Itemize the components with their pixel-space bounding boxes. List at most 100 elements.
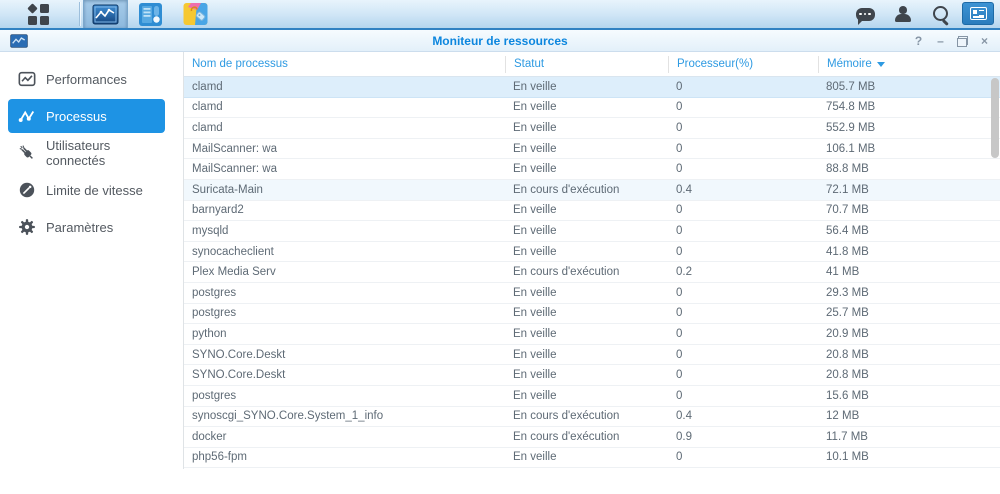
package-center-icon (183, 3, 208, 25)
cell-status: En veille (513, 451, 557, 464)
table-row[interactable]: synoscgi_SYNO.Core.System_1_info En cours… (184, 407, 1000, 428)
search-icon (932, 5, 950, 23)
table-row[interactable]: clamd En veille 0 552.9 MB (184, 118, 1000, 139)
column-header-name[interactable]: Nom de processus (192, 58, 288, 70)
search-button[interactable] (922, 0, 960, 28)
sidebar-item-label: Utilisateurs connectés (46, 138, 111, 168)
taskbar-app-package-center[interactable] (173, 0, 218, 28)
column-header-memory[interactable]: Mémoire (818, 55, 1000, 73)
cell-status: En veille (513, 348, 557, 361)
taskbar-app-control-panel[interactable] (128, 0, 173, 28)
sidebar-item-processus[interactable]: Processus (8, 99, 165, 133)
cell-status: En cours d'exécution (513, 266, 620, 279)
cell-cpu: 0.2 (676, 266, 692, 279)
cell-status: En veille (513, 121, 557, 134)
scrollbar-thumb[interactable] (991, 78, 999, 158)
resource-monitor-icon (92, 4, 119, 24)
sidebar-item-limite-de-vitesse[interactable]: Limite de vitesse (8, 173, 165, 207)
table-row[interactable]: postgres En veille 0 15.6 MB (184, 386, 1000, 407)
table-row[interactable]: docker En cours d'exécution 0.9 11.7 MB (184, 427, 1000, 448)
window-titlebar[interactable]: Moniteur de ressources ? – × (0, 30, 1000, 52)
help-button[interactable]: ? (914, 34, 923, 48)
widgets-icon (969, 7, 987, 20)
table-row[interactable]: postgres En veille 0 25.7 MB (184, 304, 1000, 325)
table-row[interactable]: php56-fpm En veille 0 10.1 MB (184, 448, 1000, 469)
cell-name: clamd (192, 101, 223, 114)
window-icon (10, 34, 28, 48)
cell-name: barnyard2 (192, 204, 244, 217)
cell-memory: 25.7 MB (826, 307, 869, 320)
cell-name: Plex Media Serv (192, 266, 276, 279)
column-header-status[interactable]: Statut (505, 55, 668, 73)
table-row[interactable]: barnyard2 En veille 0 70.7 MB (184, 201, 1000, 222)
taskbar (0, 0, 1000, 30)
table-row[interactable]: mysqld En veille 0 56.4 MB (184, 221, 1000, 242)
cell-status: En veille (513, 369, 557, 382)
main-menu-button[interactable] (0, 0, 76, 28)
cell-cpu: 0 (676, 142, 683, 155)
cell-cpu: 0 (676, 163, 683, 176)
chat-button[interactable] (846, 0, 884, 28)
table-row[interactable]: clamd En veille 0 805.7 MB (184, 77, 1000, 98)
cell-name: Suricata-Main (192, 183, 263, 196)
cell-cpu: 0 (676, 348, 683, 361)
cell-memory: 29.3 MB (826, 286, 869, 299)
table-row[interactable]: postgres En veille 0 29.3 MB (184, 283, 1000, 304)
maximize-button[interactable] (955, 33, 970, 49)
process-nodes-icon (18, 107, 36, 125)
cell-memory: 72.1 MB (826, 183, 869, 196)
table-row[interactable]: clamd En veille 0 754.8 MB (184, 98, 1000, 119)
cell-status: En veille (513, 163, 557, 176)
cell-memory: 805.7 MB (826, 80, 876, 93)
user-button[interactable] (884, 0, 922, 28)
minimize-button[interactable]: – (937, 34, 944, 48)
cell-status: En veille (513, 80, 557, 93)
cell-status: En cours d'exécution (513, 430, 620, 443)
gear-icon (18, 218, 36, 236)
column-header-cpu[interactable]: Processeur(%) (668, 55, 818, 73)
cell-memory: 754.8 MB (826, 101, 876, 114)
cell-cpu: 0.9 (676, 430, 692, 443)
cell-name: MailScanner: wa (192, 142, 278, 155)
cell-status: En veille (513, 307, 557, 320)
table-row[interactable]: MailScanner: wa En veille 0 106.1 MB (184, 139, 1000, 160)
table-row[interactable]: python En veille 0 20.9 MB (184, 324, 1000, 345)
cell-status: En veille (513, 389, 557, 402)
cell-status: En veille (513, 245, 557, 258)
cell-name: php56-fpm (192, 451, 247, 464)
cell-status: En cours d'exécution (513, 183, 620, 196)
speedometer-icon (18, 181, 36, 199)
cell-status: En cours d'exécution (513, 410, 620, 423)
cell-name: docker (192, 430, 227, 443)
table-row[interactable]: SYNO.Core.Deskt En veille 0 20.8 MB (184, 365, 1000, 386)
control-panel-icon (139, 2, 162, 26)
sidebar-item-parametres[interactable]: Paramètres (8, 210, 165, 244)
performance-chart-icon (18, 70, 36, 88)
close-button[interactable]: × (980, 34, 988, 48)
table-row[interactable]: Plex Media Serv En cours d'exécution 0.2 41… (184, 262, 1000, 283)
cell-status: En veille (513, 204, 557, 217)
table-scrollbar (990, 77, 999, 494)
table-row[interactable]: SYNO.Core.Deskt En veille 0 20.8 MB (184, 345, 1000, 366)
process-table-body: clamd En veille 0 805.7 MB clamd En veille 0 75… (184, 77, 1000, 469)
cell-name: synocacheclient (192, 245, 274, 258)
cell-cpu: 0 (676, 121, 683, 134)
sidebar-item-utilisateurs-connectes[interactable]: Utilisateurs connectés (8, 136, 165, 170)
widgets-button[interactable] (962, 2, 994, 25)
cell-cpu: 0 (676, 245, 683, 258)
cell-cpu: 0 (676, 369, 683, 382)
cell-status: En veille (513, 101, 557, 114)
table-row[interactable]: Suricata-Main En cours d'exécution 0.4 72.1… (184, 179, 1000, 201)
table-header: Nom de processus Statut Processeur(%) Mé… (184, 52, 1000, 77)
sidebar: Performances Processus (0, 52, 184, 469)
sidebar-item-performances[interactable]: Performances (8, 62, 165, 96)
taskbar-app-resource-monitor[interactable] (83, 0, 128, 28)
cell-cpu: 0 (676, 80, 683, 93)
cell-cpu: 0 (676, 286, 683, 299)
table-row[interactable]: synocacheclient En veille 0 41.8 MB (184, 242, 1000, 263)
cell-status: En veille (513, 224, 557, 237)
table-row[interactable]: MailScanner: wa En veille 0 88.8 MB (184, 159, 1000, 180)
cell-name: synoscgi_SYNO.Core.System_1_info (192, 410, 384, 423)
cell-cpu: 0.4 (676, 410, 692, 423)
cell-memory: 15.6 MB (826, 389, 869, 402)
